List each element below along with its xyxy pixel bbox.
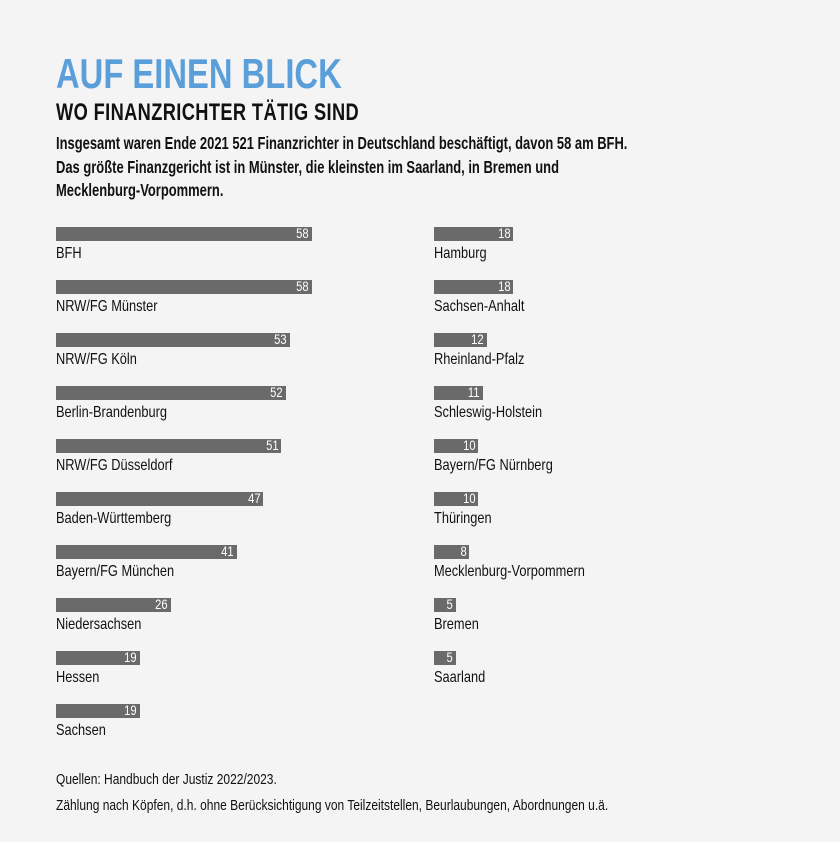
footnotes: Quellen: Handbuch der Justiz 2022/2023. … <box>56 767 608 819</box>
bar: 19 <box>56 649 140 665</box>
bar: 10 <box>434 490 479 506</box>
chart-subtitle: WO FINANZRICHTER TÄTIG SIND <box>56 99 360 126</box>
category-label: Niedersachsen <box>56 616 142 633</box>
bar-value-label: 51 <box>265 437 279 453</box>
category-label: Rheinland-Pfalz <box>434 351 525 368</box>
intro-line: Das größte Finanzgericht ist in Münster,… <box>56 156 559 177</box>
category-label: BFH <box>56 245 82 262</box>
category-label: Baden-Württemberg <box>56 510 172 527</box>
bar-value-label: 19 <box>124 649 137 665</box>
bar: 18 <box>434 278 514 294</box>
bar-value-label: 8 <box>460 543 467 559</box>
bar: 58 <box>56 278 312 294</box>
intro-line: Insgesamt waren Ende 2021 521 Finanzrich… <box>56 133 628 153</box>
category-label: NRW/FG Köln <box>56 351 137 368</box>
bar: 58 <box>56 225 312 241</box>
bar: 8 <box>434 543 470 559</box>
bar-value-label: 52 <box>270 384 283 400</box>
bar-value-label: 18 <box>497 225 511 241</box>
bar-value-label: 58 <box>296 278 309 294</box>
bar: 26 <box>56 596 171 612</box>
category-label: Bayern/FG München <box>56 563 175 580</box>
chart-title: AUF EINEN BLICK <box>56 50 342 97</box>
bar: 11 <box>434 384 483 400</box>
bar-value-label: 12 <box>471 331 484 347</box>
category-label: Hessen <box>56 669 100 686</box>
bar: 10 <box>434 437 479 453</box>
bar-value-label: 41 <box>221 543 234 559</box>
bar: 5 <box>434 649 457 665</box>
bar: 47 <box>56 490 264 506</box>
category-label: Sachsen-Anhalt <box>434 298 525 315</box>
bar: 19 <box>56 702 140 718</box>
category-label: Sachsen <box>56 722 106 739</box>
category-label: Berlin-Brandenburg <box>56 404 167 421</box>
intro-text: Insgesamt waren Ende 2021 521 Finanzrich… <box>56 132 627 203</box>
footnote-note: Zählung nach Köpfen, d.h. ohne Berücksic… <box>56 797 609 814</box>
bar-value-label: 19 <box>124 702 137 718</box>
bar-value-label: 5 <box>446 596 454 612</box>
category-label: NRW/FG Münster <box>56 298 158 315</box>
bar-value-label: 18 <box>497 278 511 294</box>
category-label: Mecklenburg-Vorpommern <box>434 563 585 580</box>
category-label: Saarland <box>434 669 486 686</box>
bar-value-label: 5 <box>446 649 454 665</box>
bar: 12 <box>434 331 487 347</box>
bar: 52 <box>56 384 286 400</box>
category-label: Bayern/FG Nürnberg <box>434 457 553 474</box>
bar: 41 <box>56 543 237 559</box>
bar: 5 <box>434 596 457 612</box>
bar: 51 <box>56 437 282 453</box>
category-label: Thüringen <box>434 510 492 527</box>
bar-value-label: 58 <box>296 225 309 241</box>
bar-value-label: 10 <box>462 490 476 506</box>
intro-line: Mecklenburg-Vorpommern. <box>56 180 224 200</box>
category-label: NRW/FG Düsseldorf <box>56 457 173 474</box>
bar: 18 <box>434 225 514 241</box>
bar-value-label: 53 <box>274 331 287 347</box>
category-label: Hamburg <box>434 245 487 262</box>
bar-value-label: 11 <box>467 384 480 400</box>
bar-value-label: 47 <box>247 490 261 506</box>
footnote-source: Quellen: Handbuch der Justiz 2022/2023. <box>56 771 277 788</box>
bar-value-label: 10 <box>462 437 476 453</box>
category-label: Bremen <box>434 616 479 633</box>
bar-value-label: 26 <box>155 596 168 612</box>
category-label: Schleswig-Holstein <box>434 404 543 421</box>
bar: 53 <box>56 331 290 347</box>
